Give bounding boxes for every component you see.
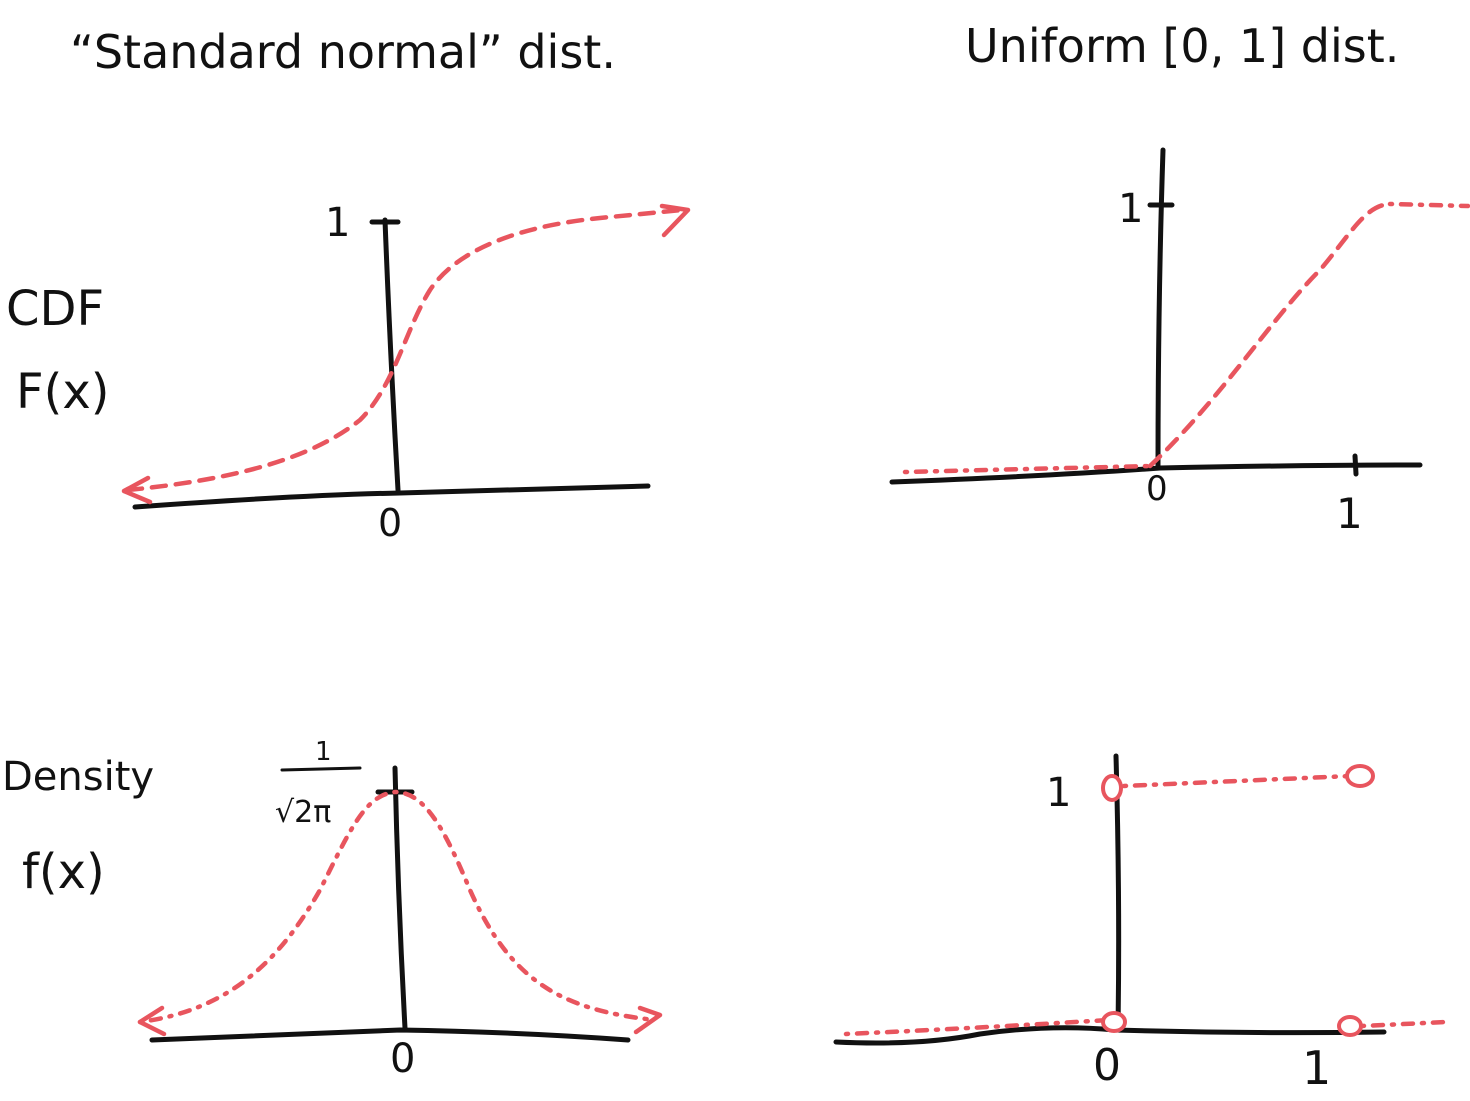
row-label-density-fn: f(x) xyxy=(22,844,105,900)
normal-pdf-panel: 1 √2π 0 xyxy=(137,737,663,1082)
uniform-pdf-top-flat xyxy=(1121,773,1353,789)
normal-pdf-x-tick-label: 0 xyxy=(390,1036,415,1082)
normal-cdf-y-axis xyxy=(382,217,401,493)
normal-pdf-peak-denominator: √2π xyxy=(275,795,331,830)
uniform-cdf-ramp xyxy=(1147,201,1393,469)
normal-cdf-right-arrow xyxy=(659,203,691,238)
normal-cdf-x-tick-label: 0 xyxy=(378,501,402,545)
uniform-cdf-x-tick-1 xyxy=(1352,453,1359,477)
uniform-cdf-y-axis xyxy=(1155,147,1166,471)
uniform-pdf-left-flat xyxy=(843,1017,1111,1037)
normal-cdf-x-axis xyxy=(132,483,651,510)
row-label-cdf: CDF xyxy=(6,281,104,337)
uniform-pdf-x-tick-1-label: 1 xyxy=(1302,1041,1331,1095)
normal-pdf-peak-fraction-bar xyxy=(280,766,362,772)
normal-cdf-panel: 1 0 xyxy=(121,200,691,545)
row-label-cdf-fn: F(x) xyxy=(16,364,109,420)
uniform-cdf-x-tick-0-label: 0 xyxy=(1146,469,1168,509)
normal-pdf-peak-numerator: 1 xyxy=(315,737,332,767)
row-label-density: Density xyxy=(2,754,154,800)
uniform-pdf-x-axis xyxy=(833,1025,1387,1046)
uniform-cdf-x-tick-1-label: 1 xyxy=(1336,489,1363,538)
uniform-pdf-open-point-top-left xyxy=(1101,774,1123,802)
uniform-pdf-open-point-bottom-left xyxy=(1101,1011,1127,1033)
normal-pdf-y-axis xyxy=(392,765,408,1031)
normal-pdf-left-arrow xyxy=(137,1005,167,1037)
normal-pdf-right-arrow xyxy=(633,1005,663,1035)
uniform-pdf-right-flat xyxy=(1359,1019,1449,1029)
uniform-cdf-left-flat xyxy=(902,463,1153,475)
normal-pdf-x-axis xyxy=(149,1027,631,1043)
normal-cdf-y-tick-label: 1 xyxy=(325,200,350,246)
uniform-pdf-open-point-top-right xyxy=(1345,764,1375,788)
uniform-cdf-panel: 1 0 1 xyxy=(889,147,1470,538)
uniform-pdf-open-point-bottom-right xyxy=(1337,1015,1363,1037)
uniform-cdf-right-flat xyxy=(1387,201,1470,209)
normal-pdf-curve xyxy=(137,789,658,1025)
title-uniform: Uniform [0, 1] dist. xyxy=(965,19,1399,73)
uniform-pdf-panel: 1 0 1 xyxy=(833,753,1449,1095)
uniform-pdf-x-tick-0-label: 0 xyxy=(1093,1040,1121,1091)
normal-cdf-left-arrow xyxy=(121,475,153,505)
uniform-pdf-y-tick-label: 1 xyxy=(1046,770,1071,816)
normal-cdf-curve xyxy=(125,207,685,493)
uniform-cdf-y-tick-label: 1 xyxy=(1118,186,1143,232)
title-standard-normal: “Standard normal” dist. xyxy=(70,25,616,79)
